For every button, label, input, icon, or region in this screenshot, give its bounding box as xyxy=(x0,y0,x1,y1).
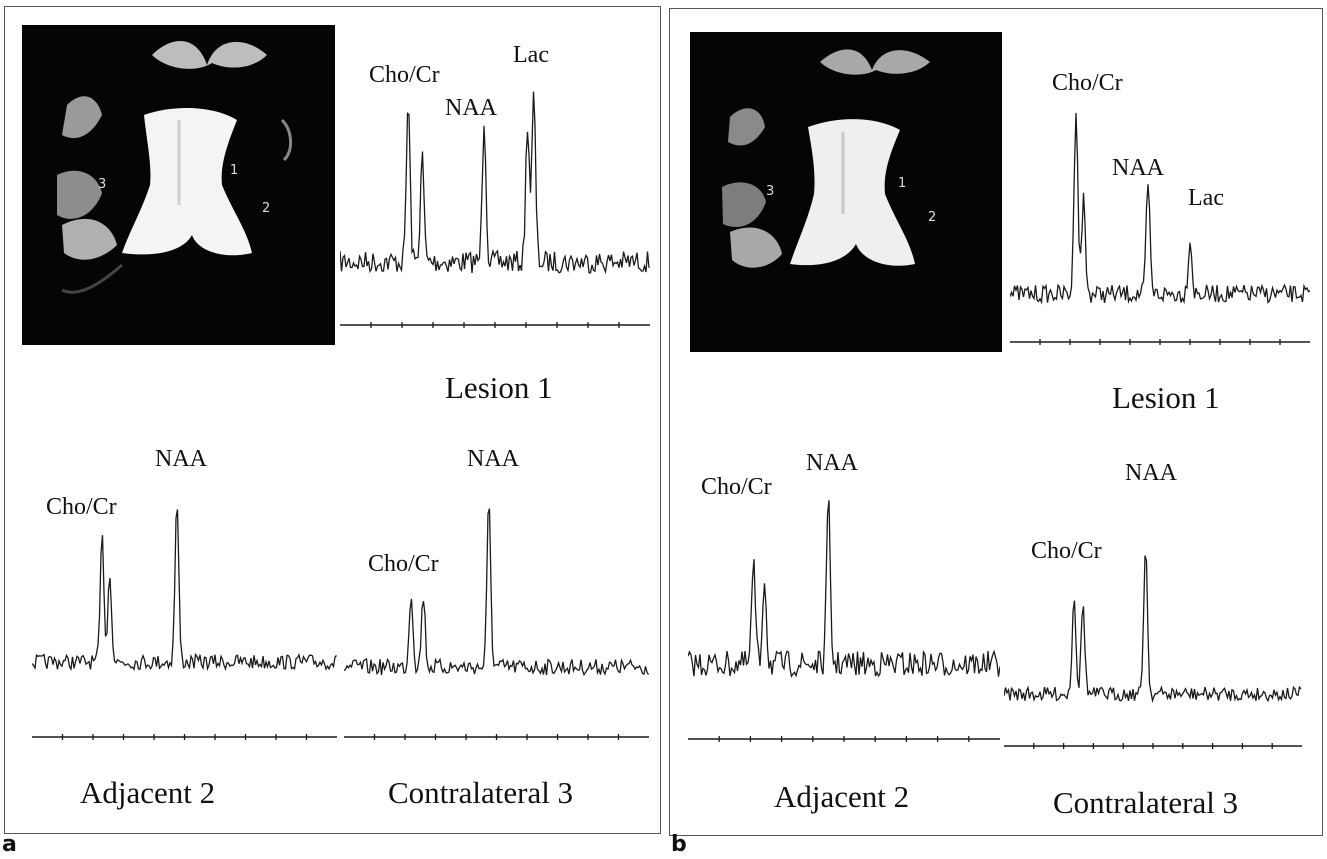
spectrum-trace xyxy=(344,508,649,677)
peak-label-naa: NAA xyxy=(1125,460,1177,486)
panel-letter-b: b xyxy=(671,832,687,857)
region-label-3: 3 xyxy=(766,184,775,199)
peak-label-cho-cr: Cho/Cr xyxy=(1031,538,1102,564)
spectrum-lesion xyxy=(340,91,650,328)
brain-mri-drawing xyxy=(57,41,292,294)
spectrum-lesion xyxy=(1010,112,1310,345)
peak-label-lac: Lac xyxy=(1188,185,1224,211)
peak-label-naa: NAA xyxy=(806,450,858,476)
spectrum-trace xyxy=(340,91,650,275)
peak-label-cho-cr: Cho/Cr xyxy=(46,494,117,520)
peak-label-cho-cr: Cho/Cr xyxy=(369,62,440,88)
spectrum-caption-contralateral: Contralateral 3 xyxy=(1053,785,1239,820)
peak-label-naa: NAA xyxy=(445,95,497,121)
peak-label-cho-cr: Cho/Cr xyxy=(1052,70,1123,96)
peak-label-cho-cr: Cho/Cr xyxy=(368,551,439,577)
mri-axial-image: 3 1 2 xyxy=(22,25,335,345)
peak-label-naa: NAA xyxy=(1112,155,1164,181)
spectrum-adjacent xyxy=(32,509,337,740)
spectrum-trace xyxy=(1010,112,1310,305)
spectrum-trace xyxy=(32,509,337,672)
region-label-2: 2 xyxy=(262,201,271,216)
spectrum-caption-lesion: Lesion 1 xyxy=(445,370,553,405)
brain-mri-drawing xyxy=(722,49,930,268)
spectrum-caption-lesion: Lesion 1 xyxy=(1112,380,1220,415)
region-label-1: 1 xyxy=(230,163,239,178)
spectrum-adjacent xyxy=(688,500,1000,742)
spectrum-caption-adjacent: Adjacent 2 xyxy=(774,779,910,814)
region-label-3: 3 xyxy=(98,177,107,192)
peak-label-cho-cr: Cho/Cr xyxy=(701,474,772,500)
spectrum-caption-contralateral: Contralateral 3 xyxy=(388,775,574,810)
peak-label-lac: Lac xyxy=(513,42,549,68)
peak-label-naa: NAA xyxy=(155,446,207,472)
mri-axial-image: 3 1 2 xyxy=(690,32,1002,352)
spectrum-trace xyxy=(1004,555,1302,704)
peak-label-naa: NAA xyxy=(467,446,519,472)
figure-panel-a: 3 1 2 Cho/Cr NAA Lac Lesion 1 Cho/Cr NAA… xyxy=(4,6,661,834)
figure-panel-b: 3 1 2 Cho/Cr NAA Lac Lesion 1 Cho/Cr NAA… xyxy=(669,8,1323,836)
region-label-2: 2 xyxy=(928,210,937,225)
spectrum-caption-adjacent: Adjacent 2 xyxy=(80,775,216,810)
spectrum-contralateral xyxy=(344,508,649,740)
spectrum-trace xyxy=(688,500,1000,678)
region-label-1: 1 xyxy=(898,176,907,191)
panel-letter-a: a xyxy=(2,832,17,857)
spectrum-contralateral xyxy=(1004,555,1302,749)
